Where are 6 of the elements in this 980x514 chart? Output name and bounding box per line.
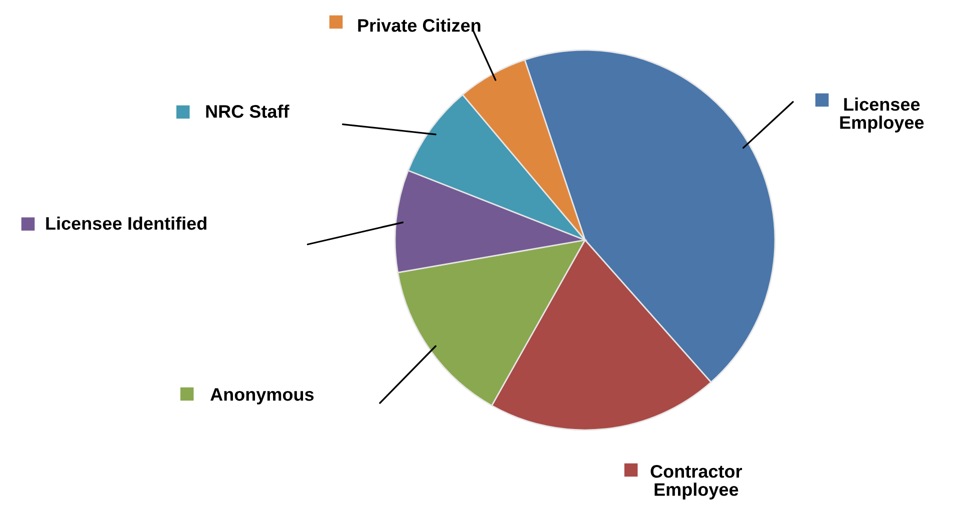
legend-label: Private Citizen (358, 18, 480, 32)
legend-label: NRC Staff (206, 104, 290, 118)
legend-label: Licensee Identified (46, 216, 206, 230)
legend-label: Licensee Employee (840, 98, 924, 132)
legend-label: Contractor Employee (650, 464, 742, 500)
legend-label: Anonymous (210, 388, 314, 404)
